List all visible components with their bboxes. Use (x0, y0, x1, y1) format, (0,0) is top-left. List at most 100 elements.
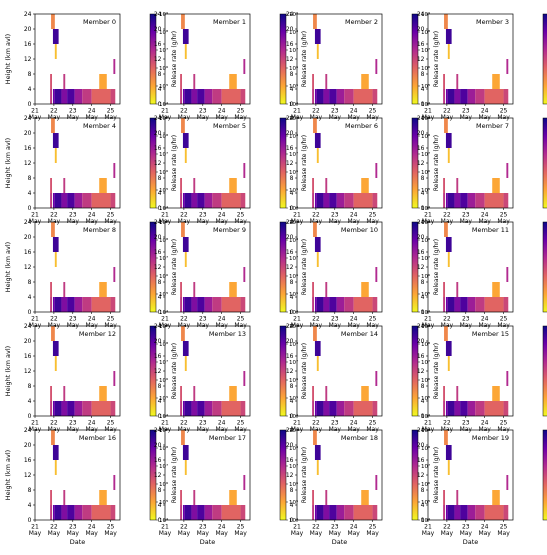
y-tick-label: 24 (154, 323, 162, 330)
colorbar-tick-label: 10⁸ (421, 445, 431, 452)
heatmap-cell (61, 505, 68, 520)
x-tick-month: May (234, 426, 247, 433)
heatmap-cell (503, 193, 509, 208)
heatmap-cell (240, 193, 246, 208)
y-tick-label: 12 (154, 368, 162, 375)
colorbar (411, 13, 419, 105)
heatmap-cell (63, 386, 66, 401)
heatmap-cell (204, 505, 213, 520)
colorbar-tick-label: 10⁴ (421, 101, 431, 108)
heatmap-cell (316, 89, 324, 104)
panel-title: Member 7 (476, 122, 509, 130)
heatmap-cell (181, 326, 185, 341)
colorbar-tick-label: 10⁵ (159, 499, 168, 506)
colorbar-tick-label: 10⁸ (289, 445, 299, 452)
heatmap-cell (445, 401, 448, 416)
heatmap-cell (460, 505, 468, 520)
x-tick-day: 21 (293, 420, 301, 427)
colorbar-tick-label: 10⁶ (159, 65, 169, 72)
x-tick-month: May (441, 322, 454, 329)
colorbar-tick-label: 10⁹ (421, 323, 430, 330)
x-tick-day: 22 (443, 212, 451, 219)
y-tick-label: 12 (417, 56, 425, 63)
colorbar (411, 325, 419, 417)
y-tick-label: 16 (286, 457, 294, 464)
x-tick-day: 25 (369, 524, 377, 531)
x-tick-month: May (67, 322, 80, 329)
heatmap-cell (312, 297, 314, 312)
x-tick-day: 22 (312, 524, 320, 531)
x-tick-day: 22 (180, 108, 188, 115)
x-tick-month: May (178, 218, 191, 225)
heatmap-cell (454, 89, 461, 104)
y-tick-label: 4 (28, 294, 32, 301)
heatmap-cell (181, 430, 185, 445)
y-tick-label: 24 (154, 11, 162, 18)
heatmap-cell (460, 297, 468, 312)
heatmap-cell (467, 505, 476, 520)
heatmap-cell (312, 505, 314, 520)
x-tick-month: May (460, 218, 473, 225)
heatmap-cell (460, 193, 468, 208)
heatmap-cell (484, 401, 504, 416)
panel-title: Member 0 (83, 18, 116, 26)
heatmap-cell (61, 297, 68, 312)
heatmap-cell (74, 505, 83, 520)
y-tick-label: 20 (417, 442, 425, 449)
heatmap-cell (212, 89, 222, 104)
heatmap-cell (243, 267, 246, 282)
heatmap-cell (91, 297, 111, 312)
colorbar-tick-label: 10⁷ (289, 151, 298, 158)
x-tick-month: May (422, 322, 435, 329)
x-tick-month: May (29, 114, 42, 121)
x-tick-month: May (366, 426, 379, 433)
heatmap-cell (52, 29, 59, 44)
heatmap-cell (314, 341, 321, 356)
heatmap-cell (443, 74, 445, 89)
x-tick-month: May (460, 322, 473, 329)
x-tick-day: 23 (331, 420, 339, 427)
heatmap-cell (182, 445, 189, 460)
heatmap-cell (447, 505, 455, 520)
colorbar-tick-label: 10⁵ (289, 395, 298, 402)
x-tick-month: May (310, 426, 323, 433)
y-axis-label: Height (km avl) (4, 34, 12, 84)
colorbar-tick-label: 10⁶ (289, 481, 299, 488)
heatmap-cell (50, 74, 52, 89)
heatmap-cell (492, 386, 500, 401)
y-tick-label: 8 (290, 71, 294, 78)
colorbar-tick-label: 10⁴ (159, 309, 169, 316)
y-tick-label: 0 (421, 309, 425, 316)
colorbar-tick-label: 10⁶ (421, 65, 431, 72)
heatmap-cell (314, 401, 317, 416)
x-tick-month: May (478, 426, 491, 433)
heatmap-cell (51, 118, 55, 133)
heatmap-cell (445, 505, 448, 520)
heatmap-cell (445, 297, 448, 312)
heatmap-cell (184, 460, 187, 475)
heatmap-cell (361, 74, 369, 89)
y-tick-label: 20 (286, 442, 294, 449)
x-tick-month: May (85, 114, 98, 121)
y-tick-label: 20 (24, 130, 32, 137)
y-tick-label: 24 (417, 115, 425, 122)
colorbar-tick-label: 10⁶ (289, 65, 299, 72)
x-tick-month: May (291, 218, 304, 225)
x-tick-day: 23 (199, 212, 207, 219)
x-tick-day: 22 (180, 420, 188, 427)
x-tick-month: May (366, 218, 379, 225)
heatmap-cell (454, 193, 461, 208)
heatmap-cell (467, 401, 476, 416)
x-tick-day: 22 (50, 420, 58, 427)
y-tick-label: 20 (24, 338, 32, 345)
heatmap-cell (336, 89, 345, 104)
y-tick-label: 16 (417, 145, 425, 152)
y-tick-label: 16 (417, 353, 425, 360)
heatmap-cell (353, 89, 373, 104)
y-axis-label: Height (km avl) (4, 346, 12, 396)
heatmap-cell (314, 89, 317, 104)
heatmap-cell (503, 401, 509, 416)
x-tick-day: 23 (69, 420, 77, 427)
heatmap-cell (316, 505, 324, 520)
